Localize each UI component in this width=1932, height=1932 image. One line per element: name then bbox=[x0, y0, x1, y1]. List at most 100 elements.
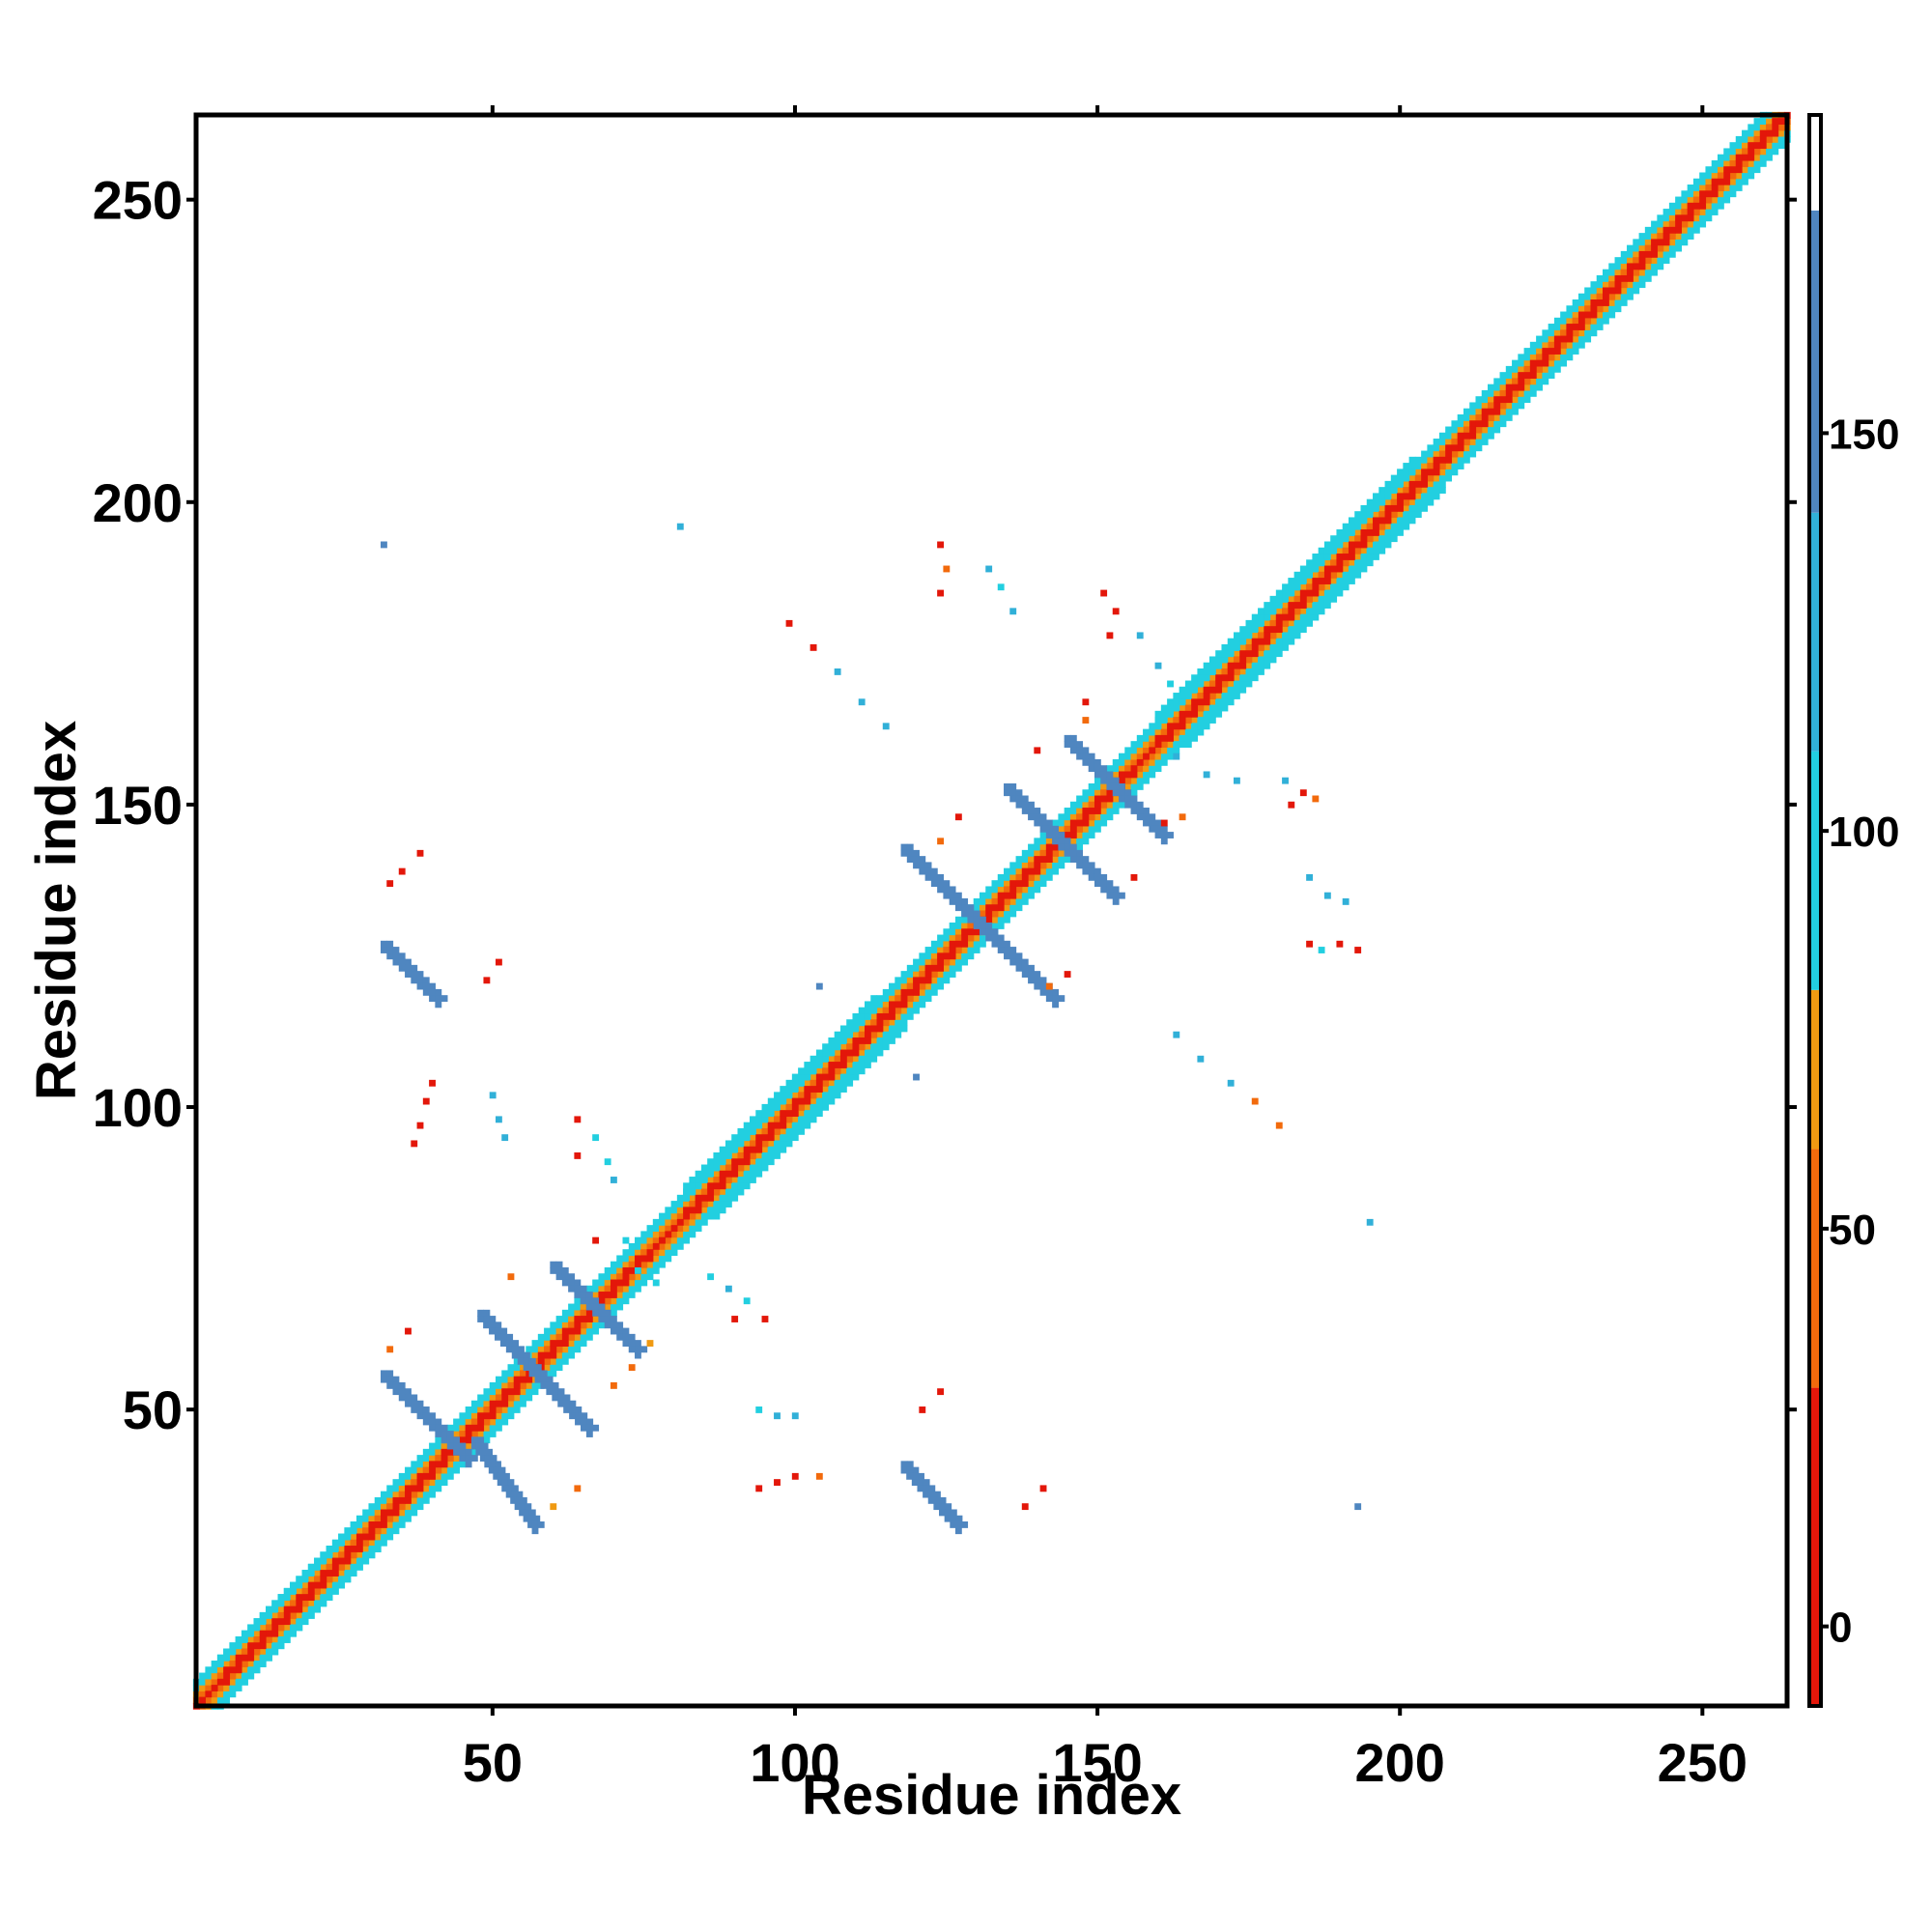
diagonal-segment-cell bbox=[1427, 498, 1435, 506]
diagonal-segment-cell bbox=[761, 1164, 769, 1172]
contact-point bbox=[815, 1472, 823, 1480]
strand-cell bbox=[1082, 867, 1090, 875]
diagonal-segment-inner-cell bbox=[513, 1376, 521, 1383]
diagonal-band-cell bbox=[1143, 765, 1150, 773]
diagonal-band-cell bbox=[1004, 867, 1010, 875]
diagonal-band-cell bbox=[1275, 632, 1283, 639]
diagonal-segment-inner-cell bbox=[598, 1292, 606, 1298]
diagonal-segment-cell bbox=[724, 1194, 732, 1202]
strand-cell bbox=[386, 1370, 394, 1378]
diagonal-band-cell bbox=[1208, 698, 1216, 706]
strand-cell bbox=[405, 971, 412, 978]
diagonal-cell bbox=[314, 1581, 321, 1589]
diagonal-segment-cell bbox=[1184, 728, 1192, 736]
diagonal-segment-cell bbox=[259, 1661, 267, 1667]
strand-cell bbox=[557, 1394, 565, 1402]
diagonal-segment-inner-cell bbox=[1499, 402, 1507, 410]
diagonal-band-cell bbox=[610, 1297, 617, 1305]
diagonal-segment-inner-cell bbox=[1747, 142, 1755, 150]
strand-cell bbox=[923, 1491, 929, 1498]
diagonal-cell bbox=[277, 1618, 285, 1626]
diagonal-band-cell bbox=[422, 1491, 430, 1498]
diagonal-cell bbox=[1747, 148, 1755, 156]
diagonal-band-cell bbox=[1421, 463, 1428, 469]
diagonal-segment-cell bbox=[1403, 511, 1410, 519]
diagonal-segment-cell bbox=[331, 1581, 339, 1589]
diagonal-segment-cell bbox=[355, 1563, 363, 1571]
diagonal-band-cell bbox=[477, 1431, 485, 1437]
strand-cell bbox=[580, 1292, 587, 1298]
diagonal-band-cell bbox=[1403, 480, 1410, 488]
diagonal-cell bbox=[889, 1007, 895, 1014]
diagonal-band-cell bbox=[640, 1273, 648, 1281]
diagonal-band-cell bbox=[616, 1261, 624, 1268]
diagonal-segment-cell bbox=[767, 1158, 775, 1166]
colorbar-band bbox=[1809, 751, 1821, 990]
diagonal-band-cell bbox=[1596, 287, 1604, 295]
diagonal-segment-inner-cell bbox=[731, 1158, 739, 1166]
diagonal-band-cell bbox=[1239, 643, 1247, 651]
diagonal-segment-inner-cell bbox=[489, 1400, 497, 1407]
diagonal-segment-inner-cell bbox=[405, 1485, 412, 1492]
diagonal-cell bbox=[435, 1461, 442, 1468]
diagonal-segment-cell bbox=[882, 1043, 890, 1051]
diagonal-band-cell bbox=[1088, 819, 1095, 827]
diagonal-cell bbox=[513, 1381, 521, 1389]
diagonal-band-cell bbox=[665, 1212, 672, 1220]
diagonal-segment-cell bbox=[815, 1049, 823, 1057]
diagonal-band-cell bbox=[1753, 129, 1761, 137]
diagonal-segment-cell bbox=[1167, 704, 1174, 712]
diagonal-band-cell bbox=[1729, 154, 1737, 161]
diagonal-segment-inner-cell bbox=[574, 1327, 582, 1335]
diagonal-segment-cell bbox=[839, 1031, 847, 1038]
diagonal-band-cell bbox=[1777, 142, 1785, 150]
diagonal-segment-inner-cell bbox=[1082, 819, 1090, 827]
strand-cell bbox=[497, 1479, 504, 1487]
diagonal-band-cell bbox=[1318, 589, 1325, 597]
diagonal-band-cell bbox=[1384, 498, 1392, 506]
diagonal-band-cell bbox=[520, 1394, 526, 1402]
diagonal-band-cell bbox=[1136, 741, 1144, 749]
diagonal-band-cell bbox=[1681, 196, 1689, 204]
diagonal-band-cell bbox=[1657, 263, 1664, 270]
diagonal-segment-inner-cell bbox=[386, 1515, 394, 1522]
diagonal-segment-inner-cell bbox=[1711, 178, 1719, 185]
contact-point bbox=[1173, 753, 1180, 760]
diagonal-band-cell bbox=[1445, 469, 1453, 476]
diagonal-band-cell bbox=[1082, 801, 1090, 809]
diagonal-segment-inner-cell bbox=[513, 1388, 521, 1396]
diagonal-cell bbox=[1191, 704, 1199, 712]
diagonal-band-cell bbox=[1438, 474, 1446, 482]
diagonal-cell bbox=[1560, 335, 1568, 343]
diagonal-segment-inner-cell bbox=[1681, 209, 1689, 215]
diagonal-band-cell bbox=[1481, 402, 1489, 410]
diagonal-band-cell bbox=[949, 934, 956, 942]
diagonal-segment-inner-cell bbox=[229, 1672, 237, 1680]
diagonal-band-cell bbox=[1094, 789, 1101, 797]
diagonal-segment-cell bbox=[1397, 480, 1404, 488]
diagonal-band-cell bbox=[1130, 782, 1138, 790]
diagonal-cell bbox=[1208, 686, 1216, 694]
contact-point bbox=[574, 1116, 582, 1123]
diagonal-band-cell bbox=[810, 1073, 817, 1081]
diagonal-band-cell bbox=[1015, 862, 1023, 869]
diagonal-segment-inner-cell bbox=[1772, 129, 1779, 137]
y-tick-label: 50 bbox=[123, 1379, 183, 1440]
diagonal-cell bbox=[943, 952, 951, 960]
strand-cell bbox=[937, 873, 945, 881]
contact-point bbox=[1275, 1122, 1283, 1129]
diagonal-cell bbox=[1608, 287, 1616, 295]
diagonal-segment-cell bbox=[1366, 554, 1374, 560]
diagonal-band-cell bbox=[919, 958, 926, 966]
diagonal-cell bbox=[1529, 365, 1537, 373]
diagonal-band-cell bbox=[537, 1346, 545, 1353]
diagonal-band-cell bbox=[592, 1279, 600, 1287]
diagonal-segment-cell bbox=[858, 1062, 866, 1068]
diagonal-band-cell bbox=[550, 1357, 557, 1365]
diagonal-segment-cell bbox=[1184, 741, 1192, 749]
diagonal-band-cell bbox=[1523, 354, 1531, 361]
diagonal-band-cell bbox=[1143, 747, 1150, 754]
diagonal-segment-inner-cell bbox=[628, 1273, 636, 1281]
diagonal-cell bbox=[296, 1600, 303, 1607]
contact-point bbox=[1299, 789, 1307, 797]
